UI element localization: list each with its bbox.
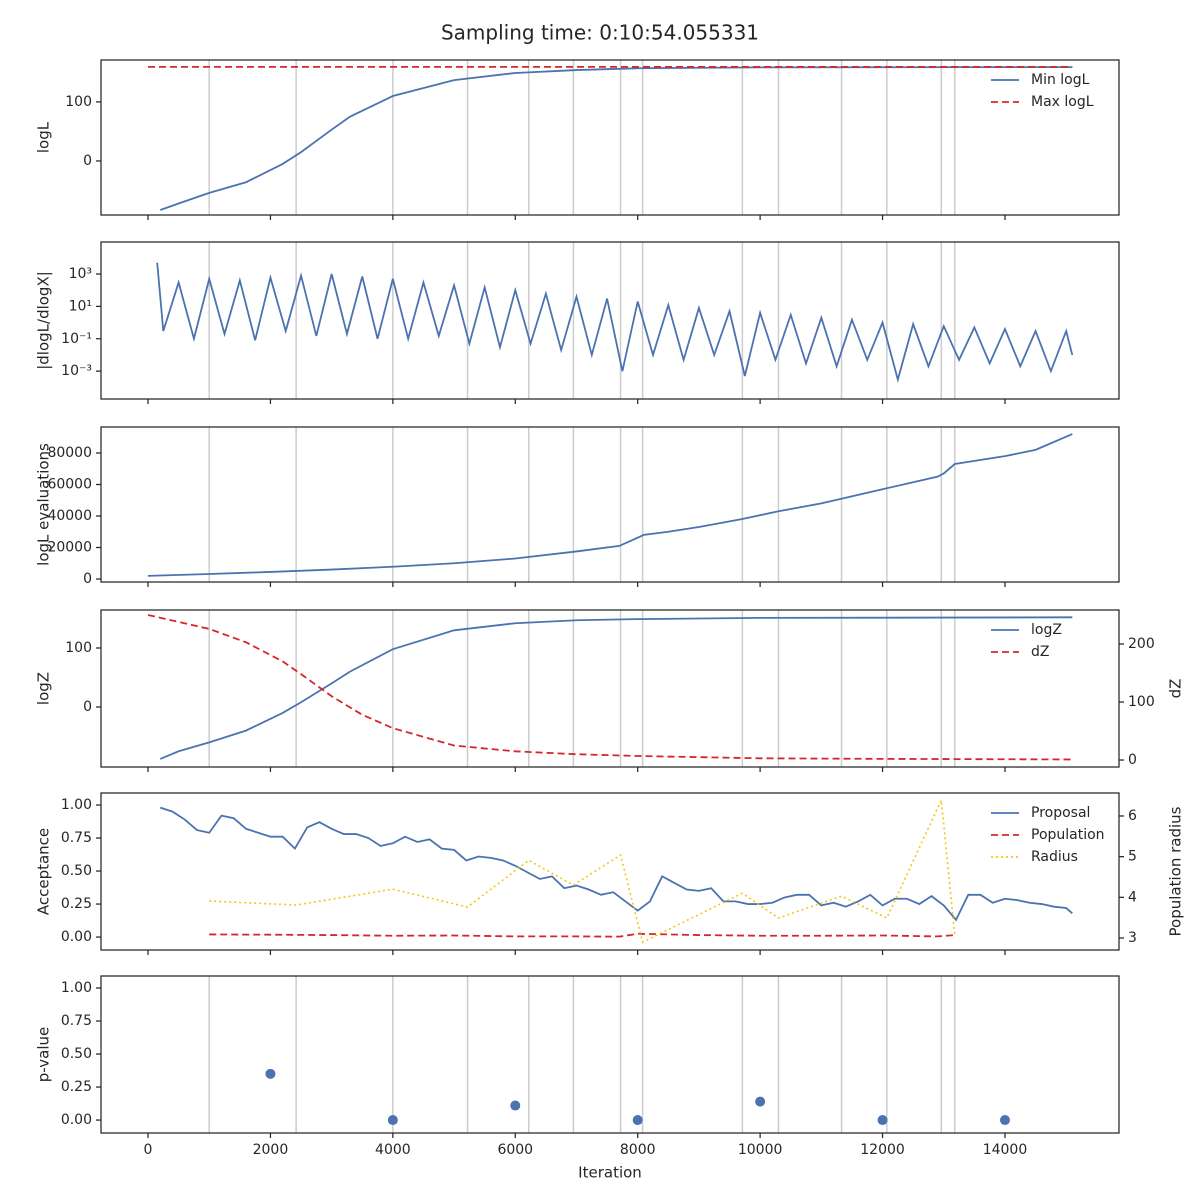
y-tick-label: 1.00 <box>61 797 92 813</box>
y-tick-label: 10⁻¹ <box>61 331 92 347</box>
y-tick-label: 1.00 <box>61 980 92 996</box>
y-tick-label: 0.00 <box>61 1112 92 1128</box>
y-tick-label: 0 <box>83 153 92 169</box>
panel-frame <box>100 426 1120 583</box>
y-tick-label: 10⁻³ <box>61 363 92 379</box>
point <box>632 1115 643 1126</box>
y-tick-label: 0.25 <box>61 1079 92 1095</box>
point <box>877 1115 888 1126</box>
x-tick-label: 14000 <box>983 1142 1028 1158</box>
panel: 0 100 logL Min logL Max logL <box>35 59 1120 220</box>
y-axis-label: logZ <box>35 672 53 705</box>
x-tick-label: 8000 <box>620 1142 656 1158</box>
legend-label: Min logL <box>1031 72 1090 88</box>
plot-area <box>147 433 1073 577</box>
legend-label: Max logL <box>1031 94 1094 110</box>
y2-axis-label: Population radius <box>1167 806 1185 936</box>
point <box>387 1115 398 1126</box>
point <box>999 1115 1010 1126</box>
y-tick-label: 10³ <box>69 266 92 282</box>
series-line <box>209 932 955 938</box>
legend-label: Proposal <box>1031 805 1090 821</box>
y-tick-label: 20000 <box>47 540 92 556</box>
y-tick-label: 0.75 <box>61 1013 92 1029</box>
y2-tick-label: 200 <box>1128 636 1155 652</box>
y-tick-label: 10¹ <box>69 298 92 314</box>
panel-frame <box>100 241 1120 400</box>
panel: 0.00 0.25 0.50 0.75 1.00 0 2000 4000 6000 8000 100… <box>35 975 1120 1182</box>
x-tick-label: 6000 <box>497 1142 533 1158</box>
y-tick-label: 0.50 <box>61 863 92 879</box>
x-tick-label: 10000 <box>738 1142 783 1158</box>
y-tick-label: 80000 <box>47 445 92 461</box>
y-tick-label: 100 <box>65 640 92 656</box>
y2-tick-label: 3 <box>1128 930 1137 946</box>
panel-frame <box>100 792 1120 951</box>
series-line <box>209 797 956 944</box>
y-axis-label: |dlogL/dlogX| <box>35 271 53 370</box>
point <box>510 1100 521 1111</box>
plot-area <box>147 614 1073 761</box>
series-line <box>147 433 1073 577</box>
y2-tick-label: 4 <box>1128 889 1137 905</box>
series-line <box>159 616 1073 760</box>
figure-title: Sampling time: 0:10:54.055331 <box>441 21 759 45</box>
point <box>265 1068 276 1079</box>
y-tick-label: 0 <box>83 699 92 715</box>
y-axis-label: p-value <box>35 1027 53 1083</box>
x-tick-label: 0 <box>144 1142 153 1158</box>
panel: 0.00 0.25 0.50 0.75 1.00 3 4 5 6 Acceptance Popula… <box>35 792 1185 955</box>
y2-tick-label: 6 <box>1128 808 1137 824</box>
plot-area <box>265 1068 1010 1126</box>
plot-area <box>159 797 1073 944</box>
y-axis-label: logL <box>35 121 53 153</box>
series-line <box>159 806 1073 922</box>
y-tick-label: 0.75 <box>61 830 92 846</box>
y2-axis-label: dZ <box>1167 679 1185 699</box>
x-tick-label: 4000 <box>375 1142 411 1158</box>
legend-label: Population <box>1031 827 1105 843</box>
panel-frame <box>100 609 1120 768</box>
x-tick-label: 2000 <box>253 1142 289 1158</box>
y2-tick-label: 100 <box>1128 694 1155 710</box>
series-line <box>147 614 1073 761</box>
y-tick-label: 0.25 <box>61 896 92 912</box>
series-line <box>159 66 1073 211</box>
plot-area <box>156 262 1074 384</box>
point <box>755 1096 766 1107</box>
y-axis-label: logL evaluations <box>35 443 53 566</box>
y-tick-label: 60000 <box>47 476 92 492</box>
y-tick-label: 40000 <box>47 508 92 524</box>
y-tick-label: 0.50 <box>61 1046 92 1062</box>
y2-tick-label: 5 <box>1128 849 1137 865</box>
panel-frame <box>100 975 1120 1134</box>
legend-label: dZ <box>1031 644 1049 660</box>
legend-label: Radius <box>1031 849 1078 865</box>
panel: 10⁻³ 10⁻¹ 10¹ 10³ |dlogL/dlogX| <box>35 241 1120 404</box>
panel-frame <box>100 59 1120 216</box>
y-tick-label: 0 <box>83 571 92 587</box>
plot-area <box>148 66 1073 211</box>
legend-label: logZ <box>1031 622 1062 638</box>
panel: 0 100 0 100 200 logZ dZ logZ dZ <box>35 609 1185 772</box>
y-axis-label: Acceptance <box>35 828 53 915</box>
x-tick-label: 12000 <box>860 1142 905 1158</box>
x-axis-label: Iteration <box>578 1164 642 1182</box>
y-tick-label: 100 <box>65 94 92 110</box>
series-line <box>156 262 1074 384</box>
y-tick-label: 0.00 <box>61 929 92 945</box>
y2-tick-label: 0 <box>1128 752 1137 768</box>
